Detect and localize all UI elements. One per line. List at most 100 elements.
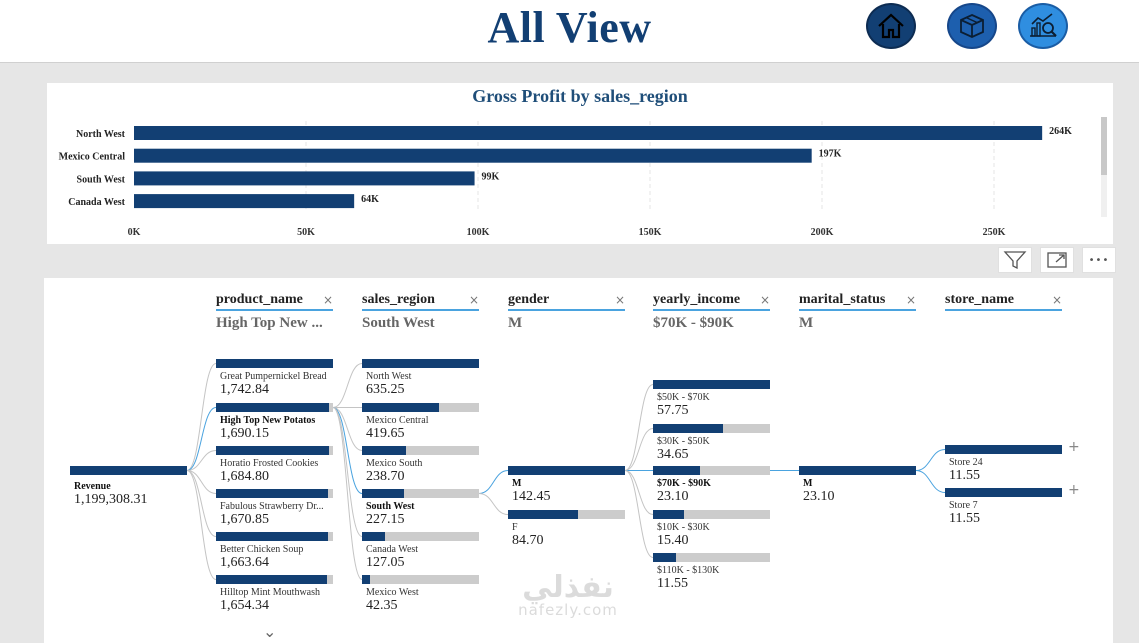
products-button[interactable] <box>947 3 997 49</box>
tree-connector <box>186 470 217 537</box>
remove-level-icon[interactable]: × <box>1051 293 1062 307</box>
tree-connector <box>624 470 654 558</box>
tree-node[interactable]: Horatio Frosted Cookies 1,684.80 <box>216 446 333 484</box>
tree-node[interactable]: High Top New Potatos 1,690.15 <box>216 403 333 441</box>
node-label: $70K - $90K <box>657 478 711 489</box>
node-bar <box>216 575 333 584</box>
tree-connector <box>332 363 363 408</box>
x-tick-label: 150K <box>639 227 662 238</box>
node-label: Better Chicken Soup <box>220 544 304 555</box>
node-bar <box>362 489 479 498</box>
tree-connector <box>478 493 509 515</box>
node-label: $30K - $50K <box>657 436 710 447</box>
column-gender: gender × M <box>508 292 625 332</box>
remove-level-icon[interactable]: × <box>468 293 479 307</box>
node-bar <box>362 446 479 455</box>
node-bar <box>362 575 479 584</box>
gross-profit-chart[interactable]: Gross Profit by sales_region 0K 50K 100K 15… <box>47 83 1113 244</box>
tree-node[interactable]: Store 24 11.55 <box>945 445 1062 483</box>
node-value: 142.45 <box>512 489 551 504</box>
chart-title: Gross Profit by sales_region <box>472 86 688 106</box>
column-header: product_name × <box>216 292 333 311</box>
node-label: Canada West <box>366 544 419 555</box>
remove-level-icon[interactable]: × <box>759 293 770 307</box>
bar[interactable] <box>134 148 812 163</box>
tree-connector <box>624 470 654 515</box>
focus-mode-button[interactable] <box>1040 247 1074 273</box>
node-bar-fill <box>508 466 625 475</box>
tree-node[interactable]: F 84.70 <box>508 510 625 548</box>
node-bar-fill <box>362 532 386 541</box>
chart-scrollbar[interactable] <box>1101 117 1107 217</box>
node-label: $50K - $70K <box>657 392 710 403</box>
x-tick-label: 50K <box>297 227 315 238</box>
tree-node[interactable]: South West 227.15 <box>362 489 479 527</box>
node-bar <box>653 380 770 389</box>
tree-node[interactable]: North West 635.25 <box>362 359 479 397</box>
tree-node[interactable]: Hilltop Mint Mouthwash 1,654.34 <box>216 575 333 613</box>
node-bar-fill <box>799 466 916 475</box>
remove-level-icon[interactable]: × <box>905 293 916 307</box>
node-bar-fill <box>653 553 677 562</box>
tree-node[interactable]: $110K - $130K 11.55 <box>653 553 770 591</box>
tree-node[interactable]: Store 7 11.55 <box>945 488 1062 526</box>
category-label: Mexico Central <box>59 152 126 163</box>
tree-node[interactable]: $70K - $90K 23.10 <box>653 466 770 504</box>
node-bar <box>216 489 333 498</box>
node-bar-fill <box>216 575 328 584</box>
node-label: Mexico Central <box>366 415 429 426</box>
expand-node-icon[interactable]: + <box>1068 439 1080 455</box>
remove-level-icon[interactable]: × <box>322 293 333 307</box>
node-bar <box>653 553 770 562</box>
node-label: Revenue <box>74 481 111 492</box>
tree-node[interactable]: Great Pumpernickel Bread 1,742.84 <box>216 359 333 397</box>
filter-button[interactable] <box>998 247 1032 273</box>
tree-node[interactable]: M 23.10 <box>799 466 916 504</box>
tree-node[interactable]: $30K - $50K 34.65 <box>653 424 770 462</box>
watermark-arabic: نفذلي <box>522 570 614 605</box>
node-label: South West <box>366 501 415 512</box>
node-bar-fill <box>653 380 770 389</box>
node-bar <box>362 403 479 412</box>
tree-node[interactable]: Better Chicken Soup 1,663.64 <box>216 532 333 570</box>
bar[interactable] <box>134 194 355 209</box>
scroll-down-chevron-icon[interactable]: ⌄ <box>263 622 277 641</box>
node-bar <box>508 510 625 519</box>
tree-node[interactable]: $10K - $30K 15.40 <box>653 510 770 548</box>
node-bar <box>362 359 479 368</box>
column-selected-value: M <box>508 315 523 331</box>
tree-node[interactable]: Mexico West 42.35 <box>362 575 479 613</box>
node-bar-fill <box>362 489 404 498</box>
node-bar <box>362 532 479 541</box>
column-title: sales_region <box>362 292 435 307</box>
tree-node[interactable]: Mexico Central 419.65 <box>362 403 479 441</box>
analytics-button[interactable] <box>1018 3 1068 49</box>
tree-connector <box>186 407 217 471</box>
node-value: 419.65 <box>366 426 405 441</box>
column-marital-status: marital_status × M <box>799 292 916 332</box>
tree-node[interactable]: Mexico South 238.70 <box>362 446 479 484</box>
tree-root-node[interactable]: Revenue 1,199,308.31 <box>70 466 187 507</box>
tree-connector <box>915 449 946 471</box>
column-header: sales_region × <box>362 292 479 311</box>
bar[interactable] <box>134 171 475 186</box>
node-bar <box>799 466 916 475</box>
box-icon <box>960 14 984 38</box>
more-options-button[interactable]: ••• <box>1082 247 1116 273</box>
tree-node[interactable]: Canada West 127.05 <box>362 532 479 570</box>
node-bar-fill <box>653 424 724 433</box>
node-label: Mexico West <box>366 587 419 598</box>
home-button[interactable] <box>866 3 916 49</box>
remove-level-icon[interactable]: × <box>614 293 625 307</box>
scrollbar-thumb[interactable] <box>1101 117 1107 175</box>
node-value: 1,684.80 <box>220 469 269 484</box>
data-label: 197K <box>819 149 842 160</box>
data-label: 64K <box>361 194 379 205</box>
node-value: 57.75 <box>657 403 689 418</box>
expand-node-icon[interactable]: + <box>1068 482 1080 498</box>
tree-node[interactable]: M 142.45 <box>508 466 625 504</box>
tree-node[interactable]: $50K - $70K 57.75 <box>653 380 770 418</box>
tree-connector <box>332 407 363 580</box>
tree-node[interactable]: Fabulous Strawberry Dr... 1,670.85 <box>216 489 333 527</box>
bar[interactable] <box>134 126 1043 140</box>
